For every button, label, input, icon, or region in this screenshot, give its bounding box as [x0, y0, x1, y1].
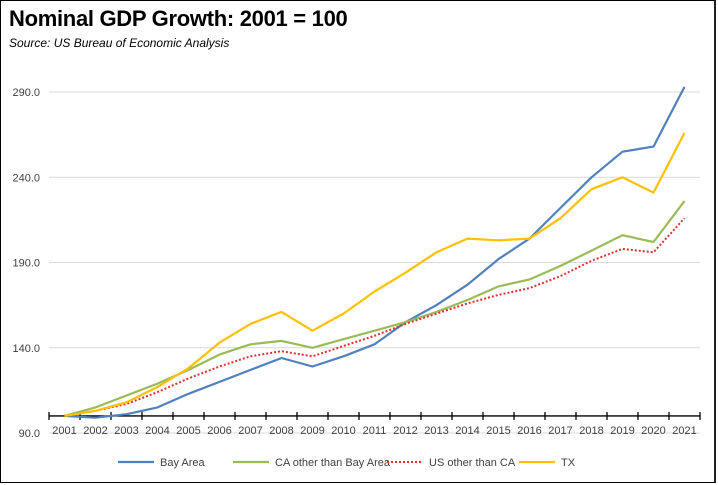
x-tick-label: 2004 — [145, 425, 169, 437]
x-axis: 2001 2002 2003 2004 2005 2006 2007 2008 2009 2010… — [48, 411, 701, 437]
legend-label: Bay Area — [160, 457, 206, 469]
x-tick-label: 2007 — [238, 425, 262, 437]
series-line-us-other-than-ca — [64, 217, 686, 417]
chart-subtitle: Source: US Bureau of Economic Analysis — [9, 36, 230, 50]
y-tick-label: 90.0 — [19, 428, 40, 440]
legend-label: CA other than Bay Area — [275, 457, 391, 469]
series-line-bay-area — [64, 86, 686, 419]
legend-label: TX — [561, 457, 576, 469]
gridlines — [49, 91, 700, 434]
x-tick-label: 2012 — [393, 425, 417, 437]
x-tick-label: 2019 — [610, 425, 634, 437]
y-tick-label: 190.0 — [12, 258, 40, 270]
x-tick-label: 2006 — [207, 425, 231, 437]
y-tick-label: 290.0 — [12, 87, 40, 99]
x-tick-label: 2021 — [672, 425, 696, 437]
legend-label: US other than CA — [429, 457, 516, 469]
x-tick-label: 2008 — [269, 425, 293, 437]
x-tick-label: 2020 — [641, 425, 665, 437]
x-tick-label: 2002 — [83, 425, 107, 437]
x-tick-label: 2010 — [331, 425, 355, 437]
y-tick-label: 240.0 — [12, 172, 40, 184]
chart-title: Nominal GDP Growth: 2001 = 100 — [9, 6, 348, 31]
x-tick-label: 2003 — [114, 425, 138, 437]
x-tick-label: 2011 — [363, 425, 387, 437]
series-line-ca-other-than-bay-area — [64, 200, 686, 417]
x-tick-label: 2014 — [455, 425, 479, 437]
x-tick-label: 2001 — [52, 425, 76, 437]
x-tick-label: 2009 — [300, 425, 324, 437]
y-tick-label: 140.0 — [12, 343, 40, 355]
x-tick-label: 2017 — [548, 425, 572, 437]
x-tick-label: 2016 — [517, 425, 541, 437]
x-tick-label: 2013 — [424, 425, 448, 437]
x-tick-label: 2015 — [486, 425, 510, 437]
x-tick-label: 2005 — [176, 425, 200, 437]
y-axis-labels: 90.0 140.0 190.0 240.0 290.0 — [12, 87, 40, 440]
x-tick-label: 2018 — [579, 425, 603, 437]
series-lines — [64, 86, 686, 419]
legend: Bay Area CA other than Bay Area US other t… — [118, 457, 576, 469]
series-line-tx — [64, 132, 686, 417]
